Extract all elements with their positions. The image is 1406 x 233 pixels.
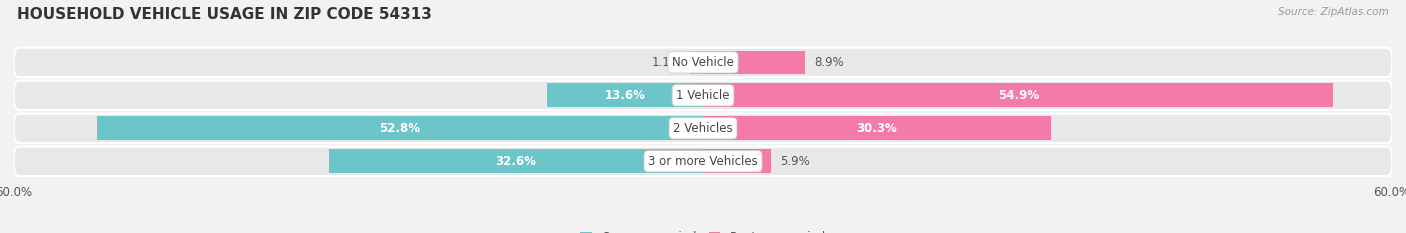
Text: 30.3%: 30.3% [856,122,897,135]
Text: No Vehicle: No Vehicle [672,56,734,69]
Bar [547,83,703,107]
Text: 52.8%: 52.8% [380,122,420,135]
Legend: Owner-occupied, Renter-occupied: Owner-occupied, Renter-occupied [575,226,831,233]
Text: 8.9%: 8.9% [814,56,844,69]
Bar [703,149,770,173]
Text: 5.9%: 5.9% [780,155,810,168]
Text: 2 Vehicles: 2 Vehicles [673,122,733,135]
Bar [703,83,1333,107]
FancyBboxPatch shape [14,114,1392,143]
Bar [97,116,703,140]
Bar [690,51,703,74]
FancyBboxPatch shape [14,81,1392,110]
Bar [703,116,1050,140]
Text: 54.9%: 54.9% [998,89,1039,102]
Text: 13.6%: 13.6% [605,89,645,102]
FancyBboxPatch shape [14,48,1392,77]
Bar [703,51,806,74]
Bar [329,149,703,173]
FancyBboxPatch shape [14,147,1392,176]
Text: 3 or more Vehicles: 3 or more Vehicles [648,155,758,168]
Text: 1.1%: 1.1% [651,56,681,69]
Text: 32.6%: 32.6% [495,155,536,168]
Text: Source: ZipAtlas.com: Source: ZipAtlas.com [1278,7,1389,17]
Text: 1 Vehicle: 1 Vehicle [676,89,730,102]
Text: HOUSEHOLD VEHICLE USAGE IN ZIP CODE 54313: HOUSEHOLD VEHICLE USAGE IN ZIP CODE 5431… [17,7,432,22]
